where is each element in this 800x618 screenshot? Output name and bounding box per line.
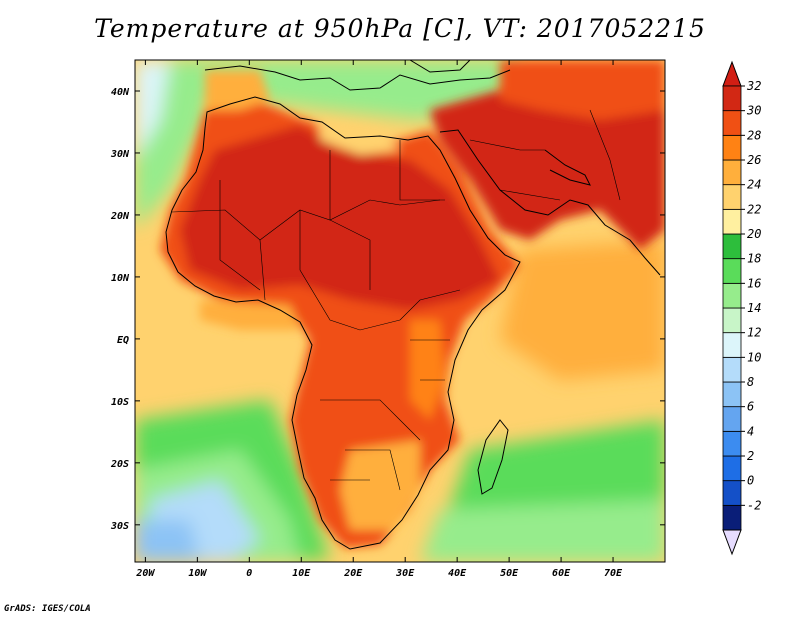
axis-ticks: 20W 10W 0 10E 20E 30E 40E 50E 60E 70E 40N 30N 20N 10N… xyxy=(110,60,665,579)
colorbar-segment xyxy=(722,381,742,408)
sahara-hot-core xyxy=(180,125,500,310)
x-tick-label: 10W xyxy=(188,568,207,579)
colorbar-segment xyxy=(722,208,742,235)
colorbar-segment xyxy=(722,430,742,457)
colorbar-segment xyxy=(722,233,742,260)
colorbar-label: 12 xyxy=(747,326,761,340)
colorbar-label: 6 xyxy=(747,400,754,414)
map-frame xyxy=(134,59,666,563)
colorbar-label: 32 xyxy=(746,79,761,93)
x-tick-label: 50E xyxy=(500,568,519,579)
colorbar-segment xyxy=(722,406,742,432)
border-sahel xyxy=(171,199,441,241)
colorbar-segment xyxy=(722,184,742,210)
y-tick-label: EQ xyxy=(117,335,129,346)
border-arabia xyxy=(469,109,621,201)
madagascar-coastline xyxy=(477,419,509,495)
y-tick-label: 20N xyxy=(110,211,130,222)
border-central xyxy=(299,210,401,331)
colorbar-label: 26 xyxy=(747,153,761,167)
colorbar-label: 28 xyxy=(747,128,761,142)
colorbar-segment xyxy=(722,356,742,383)
sw-corner-blue xyxy=(135,520,200,562)
y-tick-label: 20S xyxy=(110,459,129,470)
colorbar-segment xyxy=(722,159,742,186)
x-tick-label: 70E xyxy=(604,568,623,579)
y-tick-label: 10S xyxy=(111,397,129,408)
coastlines xyxy=(165,60,661,550)
x-tick-label: 0 xyxy=(246,568,252,579)
colorbar-label: 10 xyxy=(747,350,761,364)
border-egypt xyxy=(399,140,445,201)
colorbar-label: 4 xyxy=(747,424,754,438)
north-africa-coast xyxy=(205,70,270,110)
x-tick-label: 40E xyxy=(448,568,467,579)
colorbar-segment xyxy=(722,480,742,506)
arabian-sea-warm xyxy=(500,240,665,380)
x-tick-label: 60E xyxy=(552,568,571,579)
colorbar-label: 20 xyxy=(747,227,761,241)
arabia-coastline xyxy=(439,129,661,276)
colorbar-segment xyxy=(722,282,742,309)
africa-coastline xyxy=(165,96,521,550)
y-tick-label: 40N xyxy=(111,87,130,98)
x-tick-label: 20W xyxy=(135,568,155,579)
colorbar-segment xyxy=(722,85,742,112)
map-panel xyxy=(135,60,665,562)
y-tick-label: 30N xyxy=(110,149,130,160)
colorbar-low-triangle xyxy=(722,529,742,556)
country-borders xyxy=(171,109,621,491)
colorbar-label: 14 xyxy=(747,301,761,315)
iran-warm xyxy=(500,60,665,120)
colorbar-label: 30 xyxy=(746,104,761,118)
border-south xyxy=(320,399,421,491)
southern-africa-orange xyxy=(340,440,420,530)
colorbar-segment xyxy=(722,258,742,284)
mediterranean-north-coast xyxy=(204,65,511,91)
colorbar-high-triangle xyxy=(722,60,742,87)
colorbar-segment xyxy=(722,332,742,358)
colorbar-label: 22 xyxy=(747,202,761,216)
colorbar-label: 0 xyxy=(747,474,754,488)
persian-gulf xyxy=(544,149,591,186)
map-title: Temperature at 950hPa [C], VT: 201705221… xyxy=(94,14,706,43)
colorbar-label: 8 xyxy=(747,375,754,389)
colorbar-segment xyxy=(722,134,742,161)
border-libya-chad xyxy=(329,150,371,290)
east-africa-highlands xyxy=(410,320,445,420)
south-indian-light xyxy=(420,500,665,562)
y-tick-label: 10N xyxy=(111,273,130,284)
x-tick-label: 20E xyxy=(343,568,363,579)
colorbar-segment xyxy=(722,455,742,482)
arabia-hot xyxy=(430,90,665,250)
colorbar-label: 24 xyxy=(747,178,761,192)
colorbar-segment xyxy=(722,110,742,136)
colorbar-label: 16 xyxy=(747,276,761,290)
colorbar-segment xyxy=(722,307,742,334)
colorbar-label: 18 xyxy=(747,252,761,266)
border-west xyxy=(219,180,266,301)
x-tick-label: 30E xyxy=(395,568,415,579)
colorbar-label: -2 xyxy=(747,498,761,512)
credit-label: GrADS: IGES/COLA xyxy=(4,604,91,614)
x-tick-label: 10E xyxy=(292,568,311,579)
black-sea xyxy=(409,60,471,73)
colorbar-label: 2 xyxy=(747,449,754,463)
colorbar-segment xyxy=(722,504,742,531)
north-atlantic-cooler xyxy=(135,60,170,160)
y-tick-label: 30S xyxy=(110,521,129,532)
border-east xyxy=(399,289,461,381)
